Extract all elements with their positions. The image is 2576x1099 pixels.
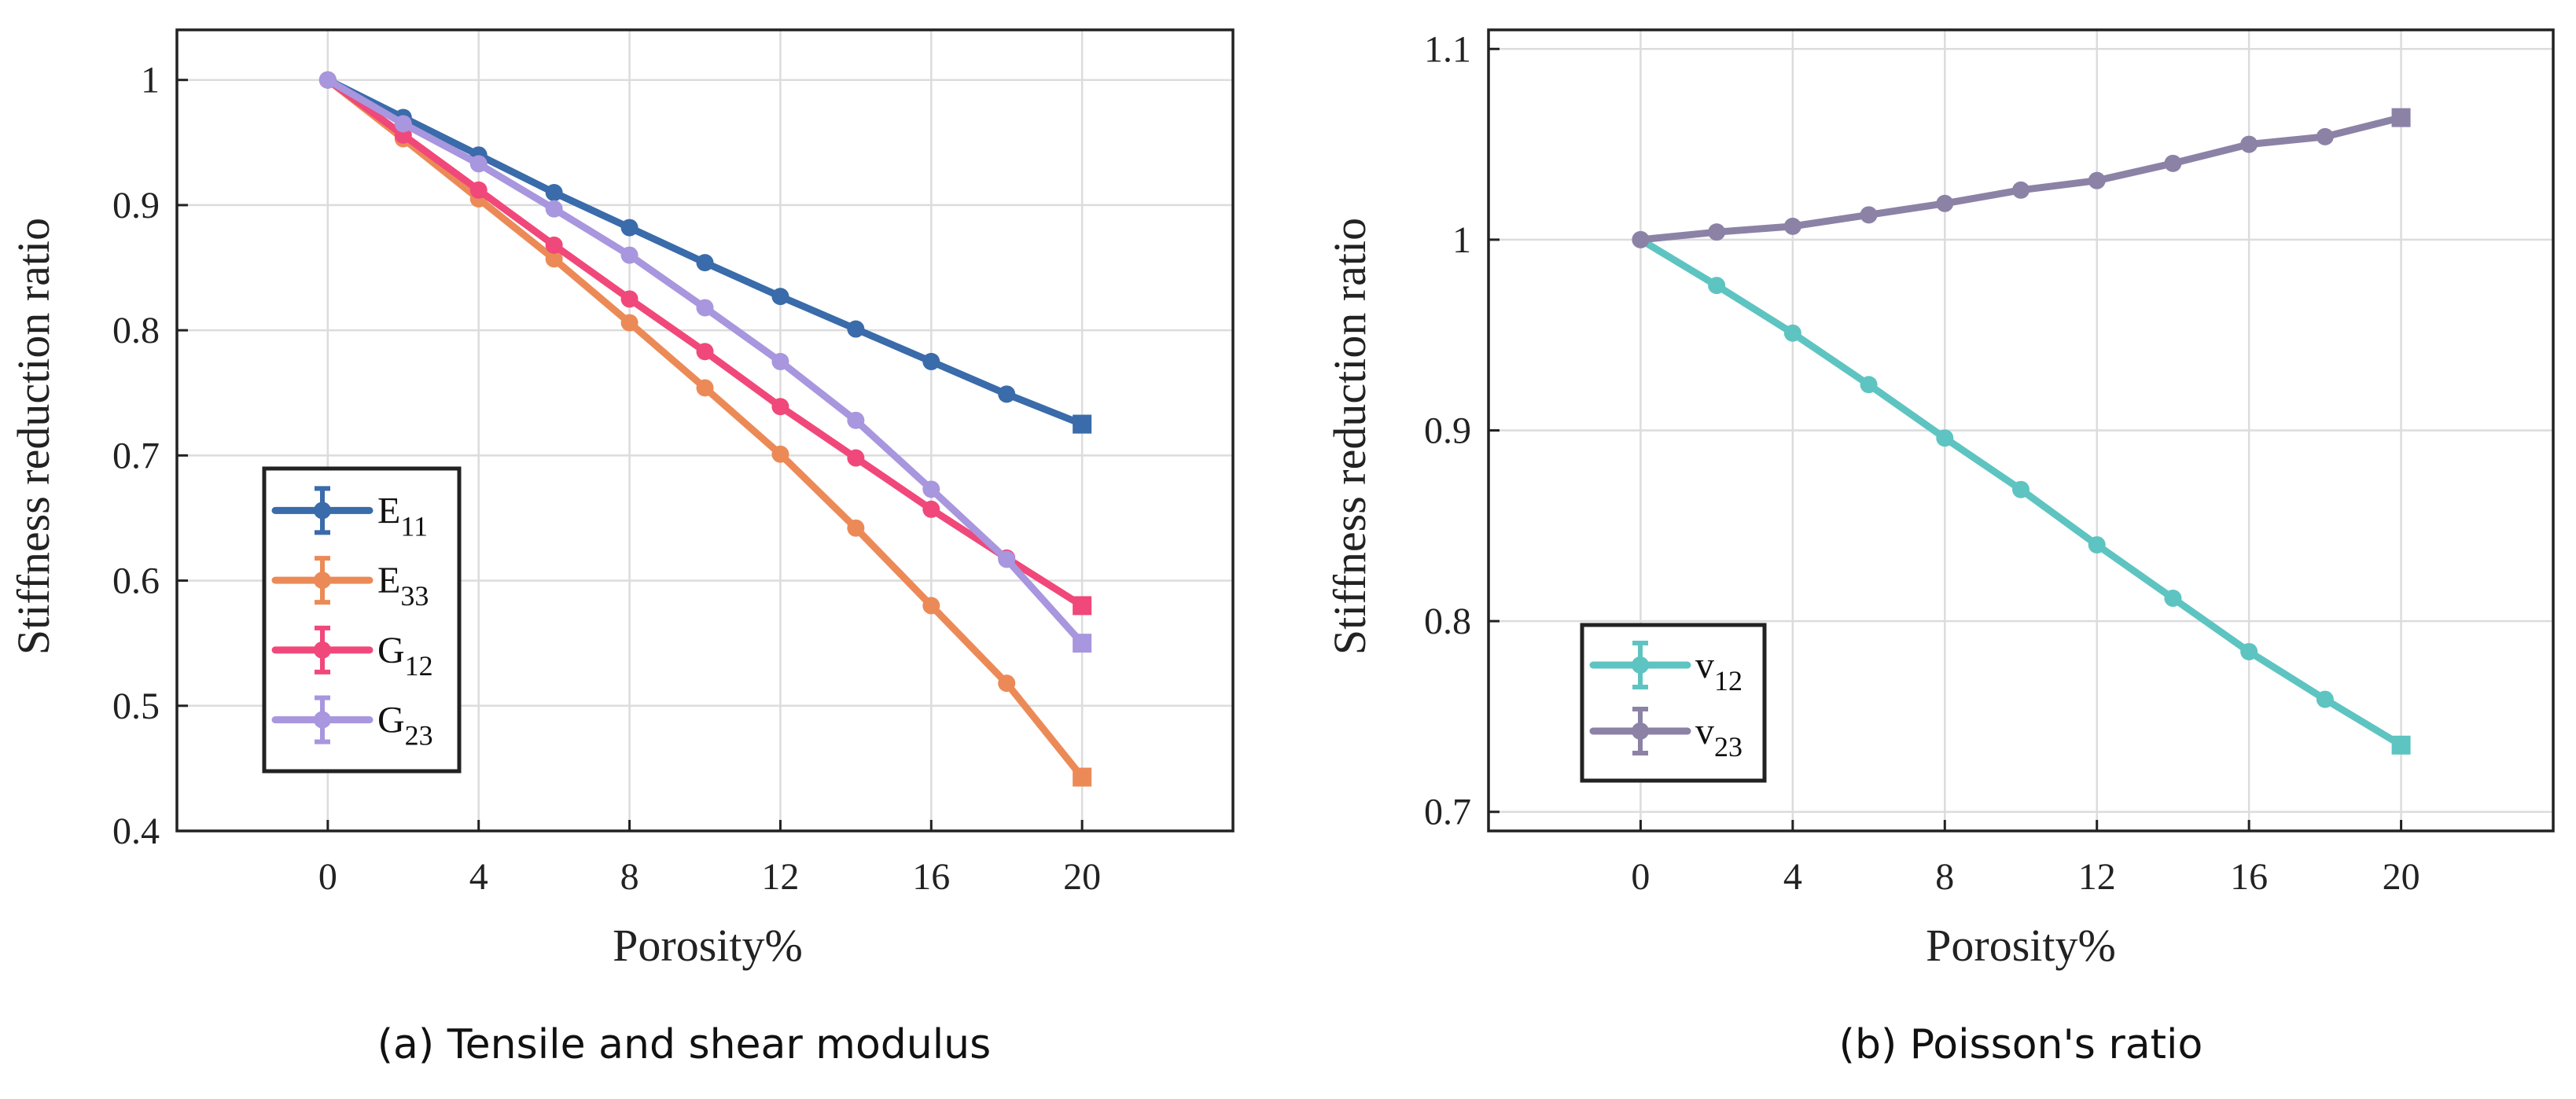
data-point-v23: [2164, 154, 2182, 172]
data-point-v23: [1632, 230, 1650, 248]
data-point-v12: [2164, 590, 2182, 608]
y-axis-label-b: Stiffness reduction ratio: [1324, 218, 1375, 655]
data-point-v23: [2391, 108, 2411, 127]
data-point-E33: [1073, 767, 1092, 787]
y-tick-label: 0.9: [112, 185, 160, 226]
y-tick-label: 1.1: [1424, 28, 1471, 70]
data-point-G12: [620, 290, 638, 308]
x-tick-label: 16: [912, 856, 950, 898]
data-point-v23: [2316, 127, 2334, 145]
y-axis-label-a: Stiffness reduction ratio: [8, 218, 59, 655]
data-point-E33: [545, 250, 563, 268]
data-point-E33: [922, 597, 940, 615]
data-point-E33: [998, 674, 1016, 693]
series-G23: [318, 71, 1092, 653]
data-point-E11: [1073, 414, 1092, 434]
data-point-v23: [1860, 206, 1878, 224]
y-tick-label: 0.5: [112, 685, 160, 727]
y-tick-label: 1: [141, 60, 160, 101]
data-point-E11: [998, 385, 1016, 403]
data-point-G23: [847, 411, 865, 429]
x-tick-label: 0: [1631, 856, 1650, 898]
legend-box: [1580, 623, 1767, 783]
y-tick-label: 0.4: [112, 810, 160, 852]
data-point-v12: [2240, 642, 2258, 660]
data-point-v12: [2391, 735, 2411, 755]
x-tick-label: 16: [2230, 856, 2268, 898]
data-point-E11: [620, 219, 638, 237]
data-point-v12: [1708, 277, 1726, 295]
data-point-E11: [922, 352, 940, 370]
data-point-v12: [2088, 536, 2106, 554]
data-point-v23: [2240, 135, 2258, 153]
y-tick-label: 1: [1452, 219, 1471, 261]
data-point-v12: [2316, 690, 2334, 708]
data-point-E11: [847, 320, 865, 338]
axes-frame-a: [175, 28, 1235, 833]
x-tick-label: 0: [318, 856, 337, 898]
data-point-v12: [1936, 429, 1954, 447]
data-point-E33: [696, 379, 714, 397]
y-tick-label: 0.8: [112, 310, 160, 351]
data-point-G12: [1073, 596, 1092, 616]
data-point-v12: [1783, 324, 1801, 342]
chart-panel-b: 0 4 8 12 16 20 0.7 0.8 0.9 1 1.1 Porosity% Stiffne…: [1324, 28, 2555, 1068]
x-tick-label: 20: [1063, 856, 1101, 898]
data-point-v23: [2088, 171, 2106, 189]
data-point-G12: [922, 500, 940, 518]
data-point-G23: [545, 200, 563, 218]
data-point-v12: [1860, 376, 1878, 394]
data-point-E33: [847, 519, 865, 537]
x-tick-label: 12: [2078, 856, 2116, 898]
data-point-E33: [620, 314, 638, 332]
data-point-E11: [771, 288, 789, 306]
x-axis-label-b: Porosity%: [1926, 920, 2116, 971]
x-tick-label: 4: [1783, 856, 1802, 898]
legend-entry-E33: E33: [271, 556, 429, 612]
data-point-E33: [771, 445, 789, 463]
data-point-v23: [2012, 181, 2030, 199]
chart-panel-a: 0 4 8 12 16 20 0.4 0.5 0.6 0.7 0.8 0.9 1 Porosity% S…: [8, 28, 1235, 1068]
data-point-G23: [469, 155, 488, 173]
y-tick-label: 0.6: [112, 561, 160, 602]
y-tick-label: 0.8: [1424, 601, 1471, 642]
x-tick-label: 8: [620, 856, 639, 898]
y-tick-label: 0.7: [1424, 792, 1471, 833]
data-point-G12: [696, 343, 714, 361]
data-point-G12: [545, 236, 563, 254]
data-point-v23: [1708, 223, 1726, 241]
x-tick-label: 8: [1935, 856, 1954, 898]
y-tick-label: 0.9: [1424, 410, 1471, 452]
data-point-G23: [1073, 634, 1092, 653]
caption-b: (b) Poisson's ratio: [1839, 1021, 2203, 1068]
data-point-v23: [1936, 194, 1954, 212]
data-point-G12: [771, 398, 789, 416]
data-point-G12: [469, 181, 488, 199]
data-point-G12: [847, 449, 865, 467]
data-point-E11: [545, 183, 563, 201]
data-point-G23: [998, 550, 1016, 568]
data-point-G23: [620, 246, 638, 264]
data-point-G23: [394, 115, 412, 133]
x-tick-label: 12: [761, 856, 799, 898]
data-point-G23: [922, 480, 940, 498]
data-point-v23: [1783, 217, 1801, 235]
x-axis-label-a: Porosity%: [613, 920, 803, 971]
x-tick-label: 20: [2383, 856, 2420, 898]
data-point-v12: [2012, 480, 2030, 498]
data-point-E11: [696, 254, 714, 272]
y-tick-label: 0.7: [112, 435, 160, 476]
x-tick-label: 4: [469, 856, 488, 898]
caption-a: (a) Tensile and shear modulus: [377, 1021, 991, 1068]
data-point-G23: [771, 352, 789, 370]
data-point-G23: [318, 71, 337, 89]
data-point-G23: [696, 299, 714, 317]
series-v23: [1632, 108, 2411, 248]
